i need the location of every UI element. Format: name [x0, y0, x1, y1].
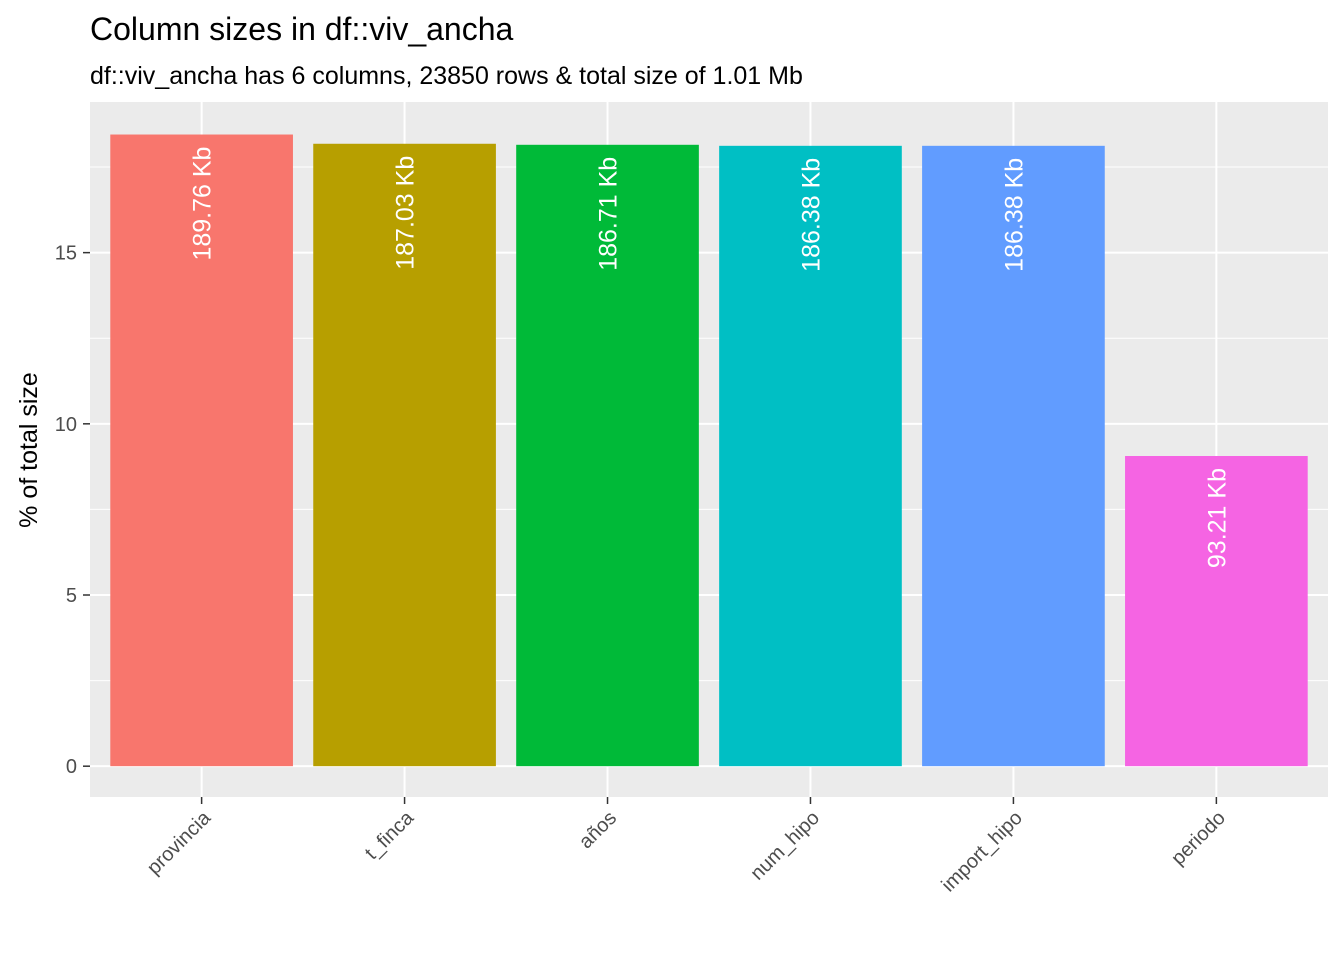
- y-axis-title: % of total size: [15, 372, 43, 528]
- x-tick-label: import_hipo: [938, 807, 1027, 896]
- bar-value-label: 189.76 Kb: [189, 147, 217, 261]
- bar-value-labels: 189.76 Kb 187.03 Kb 186.71 Kb 186.38 Kb 186.…: [189, 147, 1232, 569]
- y-tick-label: 0: [66, 756, 77, 778]
- x-tick-label: num_hipo: [746, 807, 824, 885]
- plot-panel: [90, 102, 1328, 797]
- bar-value-label: 186.38 Kb: [1000, 158, 1028, 272]
- bar-periodo: [1125, 456, 1308, 767]
- x-tick-label: periodo: [1167, 807, 1230, 870]
- x-tick-label: años: [575, 807, 621, 853]
- bar-provincia: [110, 134, 293, 767]
- bar-value-label: 187.03 Kb: [392, 156, 420, 270]
- minor-gridlines: [90, 166, 1328, 682]
- y-axis: 0 5 10 15: [55, 243, 90, 778]
- bar-value-label: 186.71 Kb: [595, 157, 623, 271]
- x-axis: provincia t_finca años num_hipo import_hipo p…: [143, 797, 1230, 896]
- bars: [110, 134, 1308, 767]
- y-tick-label: 15: [55, 243, 77, 265]
- bar-t_finca: [313, 143, 496, 767]
- bar-num_hipo: [719, 145, 902, 767]
- y-tick-label: 5: [66, 585, 77, 607]
- bar-import_hipo: [922, 145, 1105, 767]
- chart-title: Column sizes in df::viv_ancha: [90, 11, 514, 47]
- y-tick-label: 10: [55, 414, 77, 436]
- bar-value-label: 93.21 Kb: [1203, 468, 1231, 568]
- x-tick-label: t_finca: [361, 806, 419, 864]
- chart-subtitle: df::viv_ancha has 6 columns, 23850 rows …: [90, 62, 803, 90]
- x-tick-label: provincia: [143, 806, 216, 879]
- bar-años: [516, 144, 699, 767]
- bar-value-label: 186.38 Kb: [797, 158, 825, 272]
